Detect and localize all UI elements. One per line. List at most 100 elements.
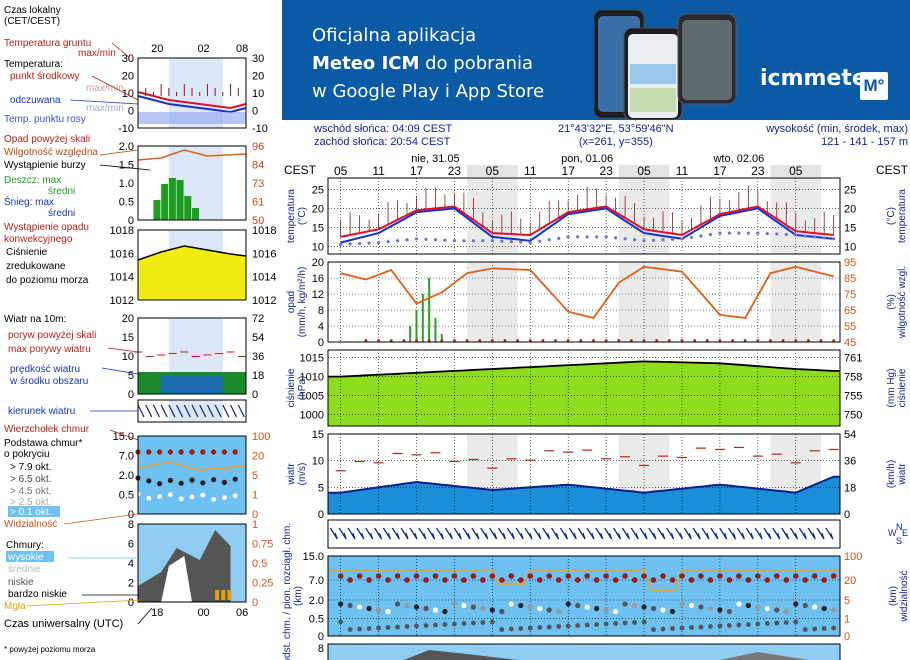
legend-cloud-top-dot <box>189 449 195 455</box>
legend-leader-line <box>107 347 139 353</box>
temp-tick-left: 20 <box>312 203 324 215</box>
legend-very-low-label: bardzo niskie <box>8 589 67 600</box>
cloud-base-dot-low <box>385 625 391 630</box>
legend-wind-speed-label: prędkość wiatru w środku obszaru <box>9 364 88 387</box>
wind-arrow-head <box>715 532 719 540</box>
local-time-label: Czas lokalny (CET/CEST) <box>4 5 61 27</box>
legend-cloud-base-low <box>178 496 184 502</box>
cloud-top-dot <box>641 573 647 579</box>
cloud-base-dot-low <box>366 626 372 631</box>
conv-precip-dot <box>490 339 494 342</box>
dew-point-dot <box>557 236 561 240</box>
local-time-tick: 20 <box>151 43 163 55</box>
humidity-tick-right: 45 <box>844 337 856 349</box>
legend-cloud-base-low <box>211 497 217 502</box>
conv-precip-dot <box>566 339 570 342</box>
cest-label-left: CEST <box>284 163 317 177</box>
pressure-axis-title-left-line: ciśnienie <box>286 368 297 407</box>
legend-wind-arrow <box>206 404 214 418</box>
cloud-base-dot <box>774 607 780 613</box>
legend-wind-arrow <box>183 404 191 418</box>
legend-cloud-top-dot <box>167 449 173 455</box>
dew-point-dot <box>490 239 494 243</box>
cloud-base-dot-low <box>641 619 647 625</box>
dew-point-dot <box>832 237 836 241</box>
legend-wind-arrow <box>214 404 222 418</box>
cloud-top-dot <box>423 577 429 583</box>
wind-arrow-head <box>352 532 356 540</box>
legend-cloud-base-dot <box>146 478 152 484</box>
cloud-base-dot <box>575 602 581 609</box>
cloud-base-dot-low <box>537 625 543 630</box>
local-time-tick: 08 <box>236 43 248 55</box>
wind-direction-strip: NW ES <box>327 519 908 549</box>
wind-arrow-head <box>750 532 754 540</box>
local-time-tick: 02 <box>197 43 209 55</box>
wind-axis-title-right-line: (km/h) <box>886 460 897 488</box>
pressure-axis-title-right-line: ciśnienie <box>897 368 908 407</box>
cloud-top-dot <box>499 577 505 583</box>
precip-tick-left: 20 <box>312 257 324 269</box>
legend-tick-right: 1016 <box>252 248 276 260</box>
dew-point-dot <box>632 238 637 242</box>
temp-panel-background <box>328 178 840 254</box>
cloud-base-dot <box>726 608 732 615</box>
dew-point-dot <box>348 242 352 246</box>
wind-arrow <box>568 527 577 540</box>
cloud-base-dot-low <box>689 625 694 630</box>
footnote: * powyżej poziomu morza <box>4 645 96 654</box>
conv-precip-dot <box>630 339 633 342</box>
legend-tick-left: 0 <box>128 215 134 227</box>
cloud-top-dot <box>527 573 534 579</box>
wind-arrow-head <box>609 532 613 540</box>
dew-point-dot <box>765 231 769 236</box>
wind-arrow <box>736 527 745 540</box>
dew-point-dot <box>433 238 438 242</box>
wind-arrow <box>763 527 772 540</box>
app-promo-banner[interactable]: Oficjalna aplikacja Meteo ICM do pobrani… <box>282 0 910 120</box>
wind-arrow <box>807 527 816 540</box>
wind-arrow <box>595 527 604 540</box>
clouds-panel-background <box>328 556 840 636</box>
hour-tick-label: 11 <box>372 164 385 178</box>
cloud-base-dot-low <box>575 623 581 628</box>
visibility-axis-title-right: (km) widzialność <box>888 570 910 622</box>
conv-precip-dot <box>528 339 532 342</box>
cloud-top-dot <box>698 573 704 579</box>
cloud-base-dot <box>347 602 353 609</box>
cloud-base-dot-low <box>442 622 448 627</box>
legend-tick-left: 4 <box>128 558 134 570</box>
legend-cloud-base-low <box>189 494 195 500</box>
temp-tick-right: 20 <box>844 203 856 215</box>
legend-tick-left: 20 <box>122 71 134 83</box>
conv-precip-dot <box>465 339 469 342</box>
cloud-cover-area <box>403 650 518 660</box>
dew-point-dot <box>471 239 475 243</box>
cloud-base-dot <box>698 604 704 610</box>
cloud-top-dot <box>451 573 458 579</box>
wind-arrow <box>436 527 445 540</box>
temp-axis-title-right-line: temperatura <box>897 189 908 243</box>
visibility-tick-right: 5 <box>844 595 850 607</box>
precip-tick-left: 16 <box>312 273 324 285</box>
hour-tick-label: 05 <box>789 164 803 178</box>
wind-arrow <box>374 527 383 540</box>
cloud-base-dot <box>432 607 439 613</box>
wind-arrow <box>728 527 737 540</box>
humidity-line <box>340 265 834 320</box>
night-band <box>168 400 223 422</box>
humidity-tick-right: 75 <box>844 289 856 301</box>
conv-precip-dot <box>579 339 583 342</box>
temp-tick-left: 15 <box>312 222 324 234</box>
wind-arrow-head <box>485 532 489 540</box>
cloud-base-dot <box>821 605 827 612</box>
cloud-base-dot <box>650 605 657 612</box>
legend-tick-right: 0 <box>252 597 258 609</box>
dew-point-dot <box>585 235 589 239</box>
wind-arrow <box>701 527 710 540</box>
wind-arrow-head <box>547 532 551 540</box>
cloud-top-dot <box>356 573 363 579</box>
wind-arrow-head <box>458 532 462 540</box>
legend-tick-right: 84 <box>252 160 264 172</box>
